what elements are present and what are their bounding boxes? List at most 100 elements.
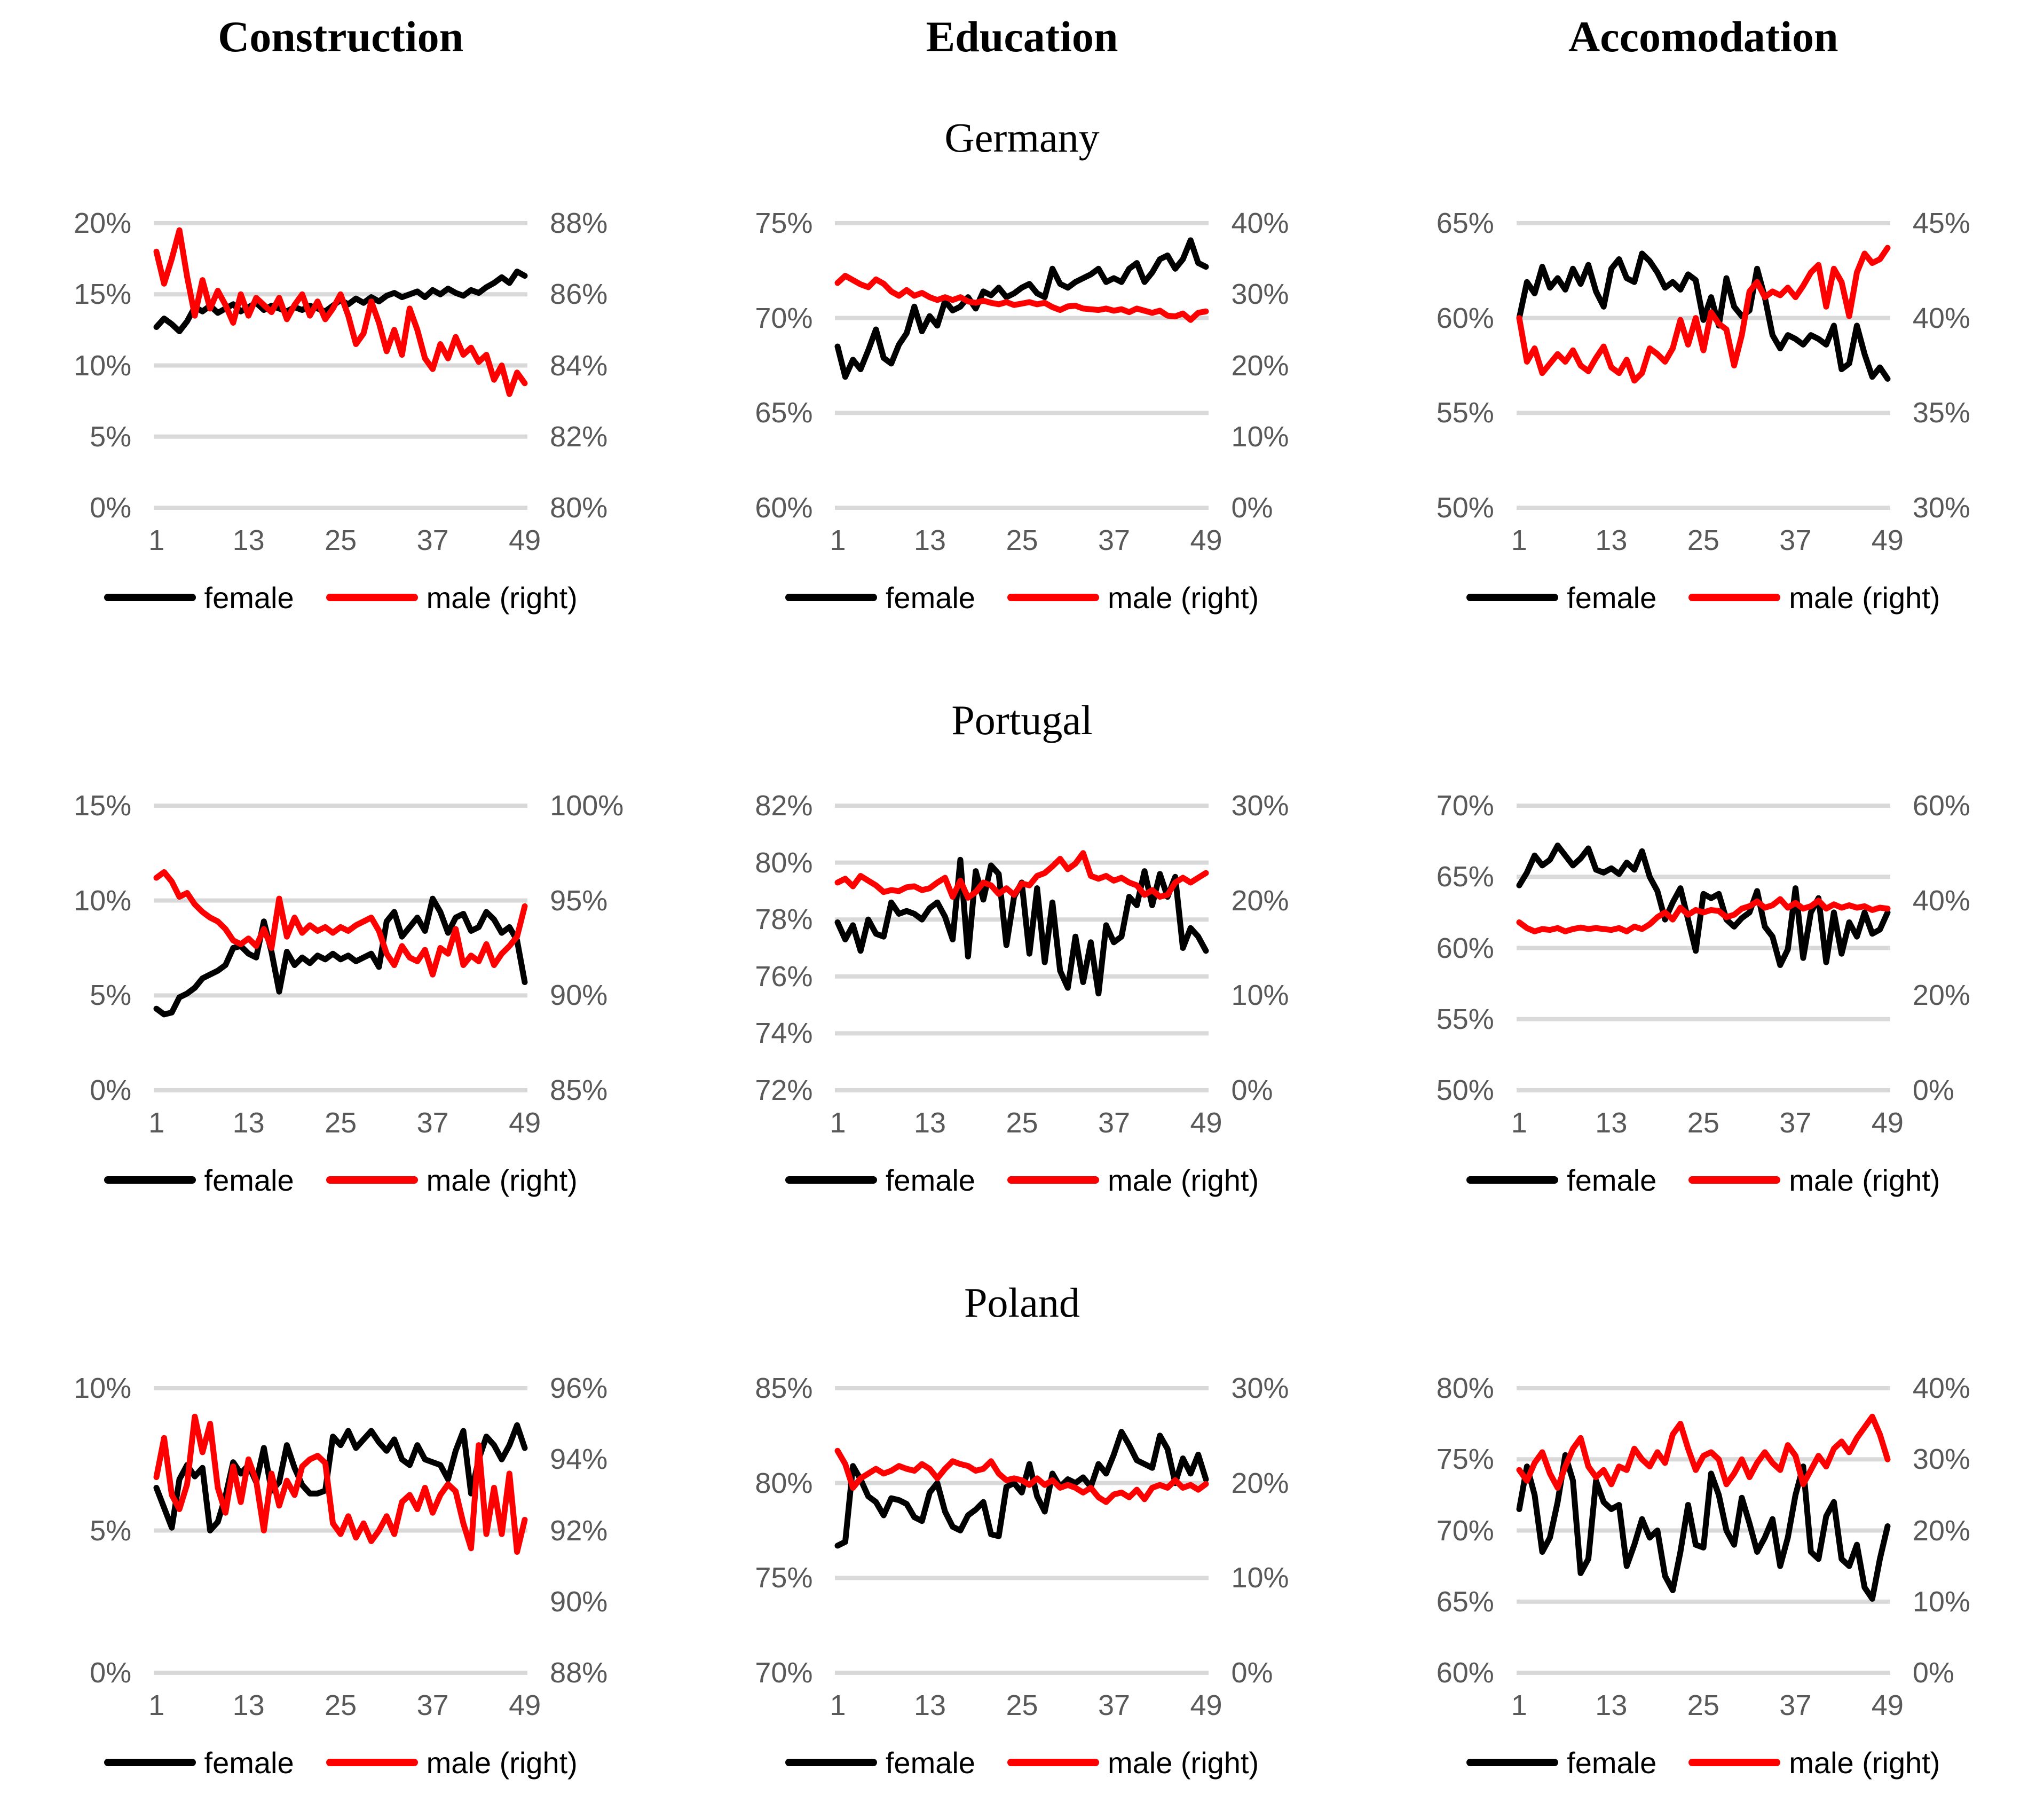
- plot-area: [153, 1386, 528, 1675]
- legend: female male (right): [785, 1743, 1259, 1782]
- female-line-swatch: [785, 594, 877, 601]
- x-axis-tick-label: 13: [1595, 524, 1628, 556]
- chart-poland-construction: 10% 5% 0% 96% 94% 92% 90% 88% 1 13 25 37 49 female mal…: [0, 1372, 681, 1782]
- right-axis-labels: 60% 40% 20% 0%: [1890, 790, 1993, 1106]
- x-axis-tick-label: 37: [1098, 1107, 1131, 1139]
- right-axis-labels: 40% 30% 20% 10% 0%: [1209, 207, 1311, 524]
- legend-female-label: female: [1567, 1745, 1657, 1780]
- left-axis-tick-label: 60%: [1436, 302, 1494, 334]
- x-axis-tick-label: 1: [1511, 1689, 1527, 1721]
- right-axis-tick-label: 30%: [1231, 1372, 1289, 1404]
- x-axis-tick-label: 49: [1871, 1689, 1904, 1721]
- x-axis-tick-label: 25: [1006, 524, 1038, 556]
- male-line: [834, 1447, 1209, 1505]
- legend-male-label: male (right): [1789, 580, 1940, 615]
- right-axis-labels: 88% 86% 84% 82% 80%: [527, 207, 630, 524]
- plot-area: [1516, 804, 1891, 1092]
- female-line-swatch: [1466, 594, 1559, 601]
- x-axis-tick-label: 1: [830, 1107, 846, 1139]
- male-line: [153, 869, 528, 978]
- x-axis-tick-label: 37: [1098, 1689, 1131, 1721]
- legend: female male (right): [104, 1743, 578, 1782]
- legend: female male (right): [104, 578, 578, 617]
- x-axis-labels: 1 13 25 37 49: [1511, 1106, 1904, 1139]
- x-axis-tick-label: 13: [1595, 1107, 1628, 1139]
- x-axis-tick-label: 25: [1006, 1107, 1038, 1139]
- x-axis-tick-label: 25: [325, 1107, 357, 1139]
- plot-area: [834, 804, 1209, 1092]
- legend: female male (right): [1466, 578, 1940, 617]
- right-axis-tick-label: 30%: [1912, 492, 1970, 524]
- x-axis-tick-label: 25: [325, 1689, 357, 1721]
- plot-with-axes: 15% 10% 5% 0% 100% 95% 90% 85%: [51, 790, 630, 1106]
- x-axis-tick-label: 13: [232, 524, 265, 556]
- x-axis-labels: 1 13 25 37 49: [830, 1106, 1222, 1139]
- right-axis-tick-label: 20%: [1912, 1514, 1970, 1547]
- left-axis-tick-label: 82%: [755, 790, 813, 822]
- male-line-swatch: [326, 1176, 418, 1184]
- plot-area: [1516, 1386, 1891, 1675]
- legend-male-label: male (right): [1107, 580, 1259, 615]
- female-line: [1516, 250, 1891, 382]
- left-axis-tick-label: 55%: [1436, 1003, 1494, 1035]
- left-axis-tick-label: 75%: [755, 207, 813, 239]
- x-axis-tick-label: 49: [1190, 1689, 1222, 1721]
- left-axis-labels: 75% 70% 65% 60%: [732, 207, 835, 524]
- left-axis-tick-label: 60%: [1436, 1657, 1494, 1689]
- x-axis-tick-label: 1: [1511, 524, 1527, 556]
- right-axis-labels: 100% 95% 90% 85%: [527, 790, 630, 1106]
- germany-charts-row: 20% 15% 10% 5% 0% 88% 86% 84% 82% 80% 1 13 25 37 49 fem…: [0, 207, 2044, 617]
- right-axis-tick-label: 40%: [1912, 302, 1970, 334]
- x-axis-tick-label: 49: [1871, 1107, 1904, 1139]
- right-axis-tick-label: 0%: [1231, 492, 1273, 524]
- right-axis-tick-label: 40%: [1231, 207, 1289, 239]
- left-axis-tick-label: 10%: [74, 884, 132, 917]
- male-line-swatch: [326, 1759, 418, 1766]
- right-axis-labels: 30% 20% 10% 0%: [1209, 790, 1311, 1106]
- right-axis-tick-label: 90%: [550, 979, 608, 1012]
- left-axis-tick-label: 65%: [1436, 1585, 1494, 1618]
- chart-germany-education: 75% 70% 65% 60% 40% 30% 20% 10% 0% 1 13 25 37 49 femal…: [681, 207, 1362, 617]
- left-axis-tick-label: 70%: [755, 1657, 813, 1689]
- male-line: [834, 850, 1209, 901]
- chart-poland-education: 85% 80% 75% 70% 30% 20% 10% 0% 1 13 25 37 49 female ma…: [681, 1372, 1362, 1782]
- x-axis-tick-label: 1: [830, 1689, 846, 1721]
- left-axis-tick-label: 74%: [755, 1017, 813, 1050]
- plot-area: [834, 1386, 1209, 1675]
- x-axis-tick-label: 1: [830, 524, 846, 556]
- x-axis-tick-label: 13: [913, 1107, 946, 1139]
- male-line: [834, 273, 1209, 323]
- female-line: [1516, 1452, 1891, 1602]
- left-axis-tick-label: 85%: [755, 1372, 813, 1404]
- male-line-swatch: [1007, 594, 1099, 601]
- left-axis-tick-label: 70%: [1436, 790, 1494, 822]
- right-axis-tick-label: 92%: [550, 1514, 608, 1547]
- left-axis-labels: 15% 10% 5% 0%: [51, 790, 154, 1106]
- male-line: [153, 227, 528, 397]
- left-axis-labels: 82% 80% 78% 76% 74% 72%: [732, 790, 835, 1106]
- left-axis-tick-label: 15%: [74, 790, 132, 822]
- right-axis-tick-label: 85%: [550, 1074, 608, 1106]
- female-line-swatch: [785, 1176, 877, 1184]
- left-axis-tick-label: 50%: [1436, 1074, 1494, 1106]
- x-axis-tick-label: 49: [1871, 524, 1904, 556]
- portugal-charts-row: 15% 10% 5% 0% 100% 95% 90% 85% 1 13 25 37 49 female ma…: [0, 790, 2044, 1199]
- x-axis-tick-label: 49: [1190, 1107, 1222, 1139]
- x-axis-tick-label: 25: [325, 524, 357, 556]
- left-axis-labels: 80% 75% 70% 65% 60%: [1414, 1372, 1517, 1689]
- x-axis-tick-label: 49: [509, 1107, 541, 1139]
- x-axis-labels: 1 13 25 37 49: [148, 1689, 541, 1722]
- country-title-germany: Germany: [944, 114, 1100, 161]
- left-axis-tick-label: 65%: [1436, 861, 1494, 893]
- chart-poland-accomodation: 80% 75% 70% 65% 60% 40% 30% 20% 10% 0% 1 13 25 37 49 fe…: [1363, 1372, 2044, 1782]
- right-axis-labels: 45% 40% 35% 30%: [1890, 207, 1993, 524]
- left-axis-tick-label: 60%: [1436, 932, 1494, 964]
- sector-title-education: Education: [926, 12, 1118, 61]
- left-axis-labels: 85% 80% 75% 70%: [732, 1372, 835, 1689]
- male-line-swatch: [1007, 1759, 1099, 1766]
- male-line: [1516, 1413, 1891, 1491]
- plot-with-axes: 80% 75% 70% 65% 60% 40% 30% 20% 10% 0%: [1414, 1372, 1993, 1689]
- right-axis-tick-label: 88%: [550, 207, 608, 239]
- left-axis-labels: 70% 65% 60% 55% 50%: [1414, 790, 1517, 1106]
- x-axis-tick-label: 49: [509, 524, 541, 556]
